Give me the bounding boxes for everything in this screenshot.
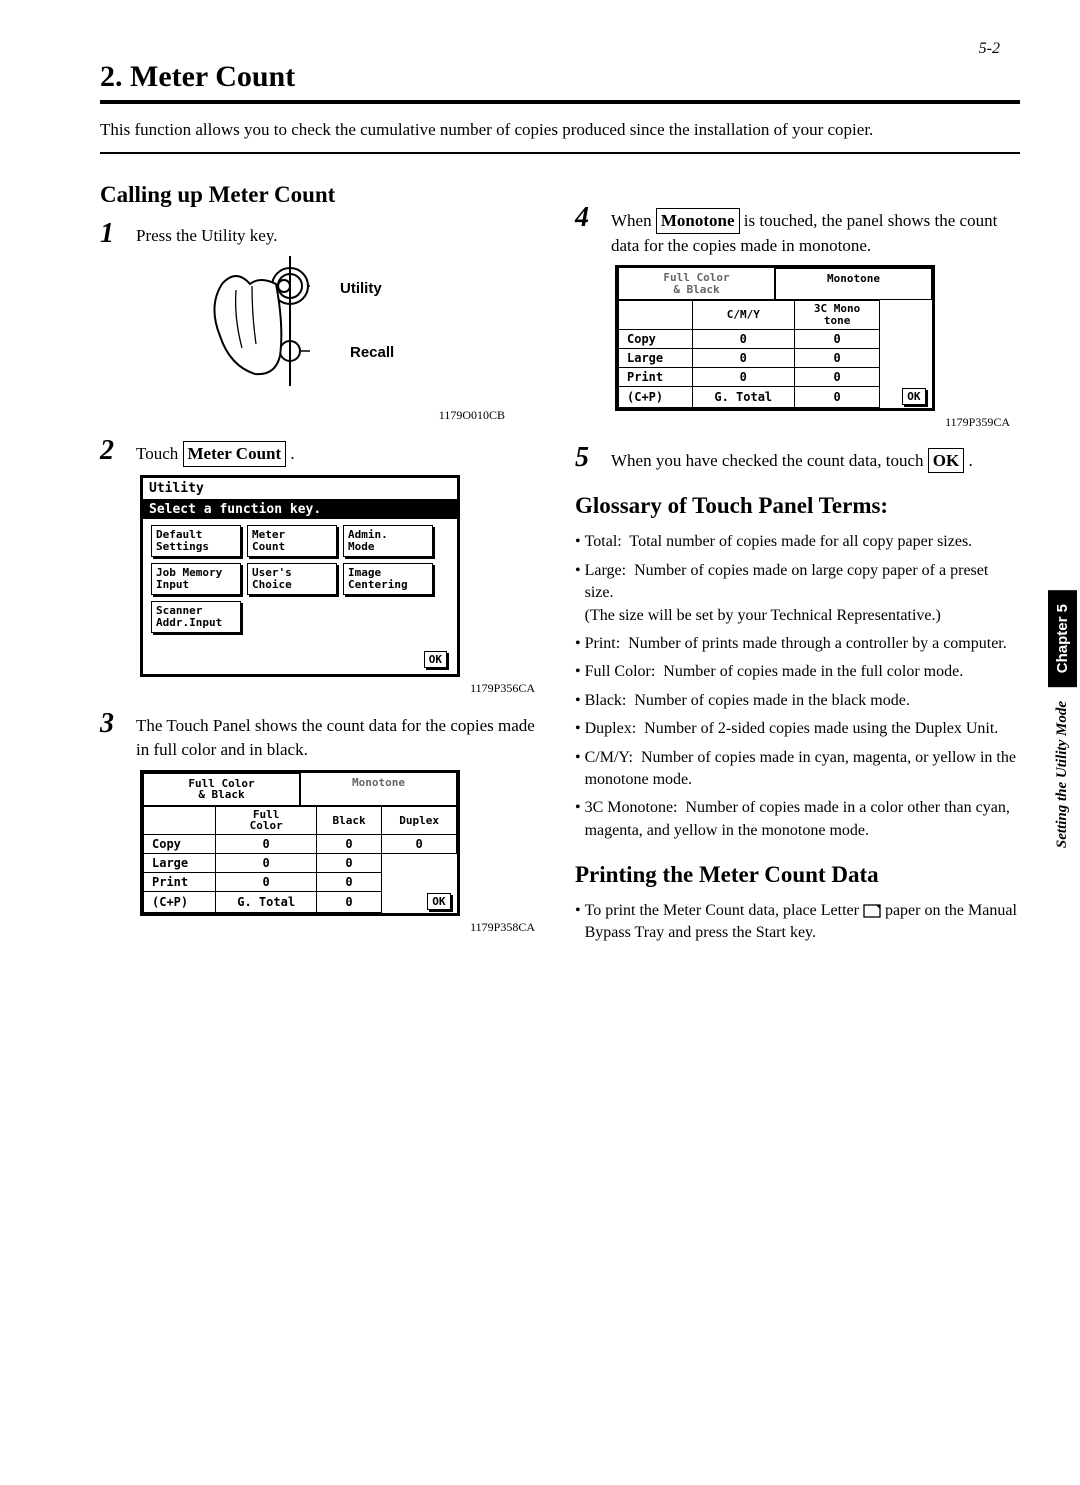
step-3-text: The Touch Panel shows the count data for… [136, 710, 545, 762]
meter2-ok-btn[interactable]: OK [902, 388, 925, 405]
step-3: 3 The Touch Panel shows the count data f… [100, 710, 545, 762]
caption-3: 1179P358CA [100, 920, 535, 935]
page-number: 5-2 [979, 40, 1000, 58]
glossary-item: •C/M/Y: Number of copies made in cyan, m… [575, 747, 1020, 792]
utility-ok-btn[interactable]: OK [424, 651, 447, 668]
btn-job-memory[interactable]: Job Memory Input [151, 563, 241, 595]
caption-4: 1179P359CA [575, 415, 1010, 430]
meter-panel-2: Full Color & Black Monotone C/M/Y 3C Mon… [615, 265, 935, 410]
step-num-5: 5 [575, 444, 597, 472]
section-title: 2. Meter Count [100, 60, 1020, 94]
glossary-item: •Black: Number of copies made in the bla… [575, 690, 1020, 712]
tab-fullcolor-1[interactable]: Full Color & Black [143, 773, 300, 806]
intro-text: This function allows you to check the cu… [100, 118, 1020, 142]
btn-scanner-addr[interactable]: Scanner Addr.Input [151, 601, 241, 633]
hand-icon [180, 256, 310, 386]
meter-table-1: Full Color Black Duplex Copy000 Large00 … [143, 806, 457, 913]
monotone-box: Monotone [656, 208, 740, 234]
glossary-item: •3C Monotone: Number of copies made in a… [575, 797, 1020, 842]
meter-table-2: C/M/Y 3C Mono tone Copy00 Large00 Print0… [618, 300, 932, 407]
utility-btn-row-1: Default Settings Meter Count Admin. Mode [143, 519, 457, 557]
title-rule [100, 100, 1020, 104]
glossary-item: •Print: Number of prints made through a … [575, 633, 1020, 655]
subhead-printing: Printing the Meter Count Data [575, 862, 1020, 888]
btn-meter-count[interactable]: Meter Count [247, 525, 337, 557]
step-5-text: When you have checked the count data, to… [611, 444, 973, 474]
tab-fullcolor-2[interactable]: Full Color & Black [618, 268, 775, 300]
meter-count-box: Meter Count [183, 441, 287, 467]
caption-2: 1179P356CA [100, 681, 535, 696]
paper-orientation-icon [863, 904, 881, 918]
step-2: 2 Touch Meter Count . [100, 437, 545, 467]
recall-label: Recall [350, 344, 394, 361]
glossary-list: •Total: Total number of copies made for … [575, 531, 1020, 842]
utility-btn-row-3: Scanner Addr.Input [143, 595, 457, 633]
caption-1: 1179O010CB [100, 408, 505, 423]
left-column: Calling up Meter Count 1 Press the Utili… [100, 172, 545, 951]
printing-list: • To print the Meter Count data, place L… [575, 900, 1020, 945]
meter1-ok-btn[interactable]: OK [427, 893, 450, 910]
glossary-item: •Total: Total number of copies made for … [575, 531, 1020, 553]
step-2-text: Touch Meter Count . [136, 437, 295, 467]
step-4: 4 When Monotone is touched, the panel sh… [575, 204, 1020, 258]
step-5: 5 When you have checked the count data, … [575, 444, 1020, 474]
step-num-4: 4 [575, 204, 597, 232]
intro-rule [100, 152, 1020, 154]
step-1-text: Press the Utility key. [136, 220, 278, 248]
btn-default-settings[interactable]: Default Settings [151, 525, 241, 557]
glossary-item: •Full Color: Number of copies made in th… [575, 661, 1020, 683]
subhead-glossary: Glossary of Touch Panel Terms: [575, 493, 1020, 519]
btn-image-centering[interactable]: Image Centering [343, 563, 433, 595]
btn-users-choice[interactable]: User's Choice [247, 563, 337, 595]
meter-panel-1: Full Color & Black Monotone Full Color B… [140, 770, 460, 916]
tab-monotone-1[interactable]: Monotone [300, 773, 457, 806]
tab-monotone-2[interactable]: Monotone [775, 268, 932, 300]
step-num-1: 1 [100, 220, 122, 248]
step-num-3: 3 [100, 710, 122, 738]
btn-admin-mode[interactable]: Admin. Mode [343, 525, 433, 557]
subhead-calling: Calling up Meter Count [100, 182, 545, 208]
step-4-text: When Monotone is touched, the panel show… [611, 204, 1020, 258]
utility-panel-header: Utility [143, 478, 457, 500]
chapter-tab: Chapter 5 [1048, 590, 1077, 687]
glossary-item: •Duplex: Number of 2-sided copies made u… [575, 718, 1020, 740]
right-column: 4 When Monotone is touched, the panel sh… [575, 172, 1020, 951]
utility-panel: Utility Select a function key. Default S… [140, 475, 460, 678]
utility-label: Utility [340, 280, 382, 297]
glossary-item: •Large: Number of copies made on large c… [575, 560, 1020, 627]
ok-box: OK [928, 448, 964, 474]
step-1: 1 Press the Utility key. [100, 220, 545, 248]
utility-panel-subheader: Select a function key. [143, 500, 457, 519]
step-num-2: 2 [100, 437, 122, 465]
mode-tab: Setting the Utility Mode [1054, 687, 1071, 862]
utility-btn-row-2: Job Memory Input User's Choice Image Cen… [143, 557, 457, 595]
side-tab: Chapter 5 Setting the Utility Mode [1044, 590, 1080, 862]
utility-key-figure: Utility Recall [180, 256, 400, 406]
